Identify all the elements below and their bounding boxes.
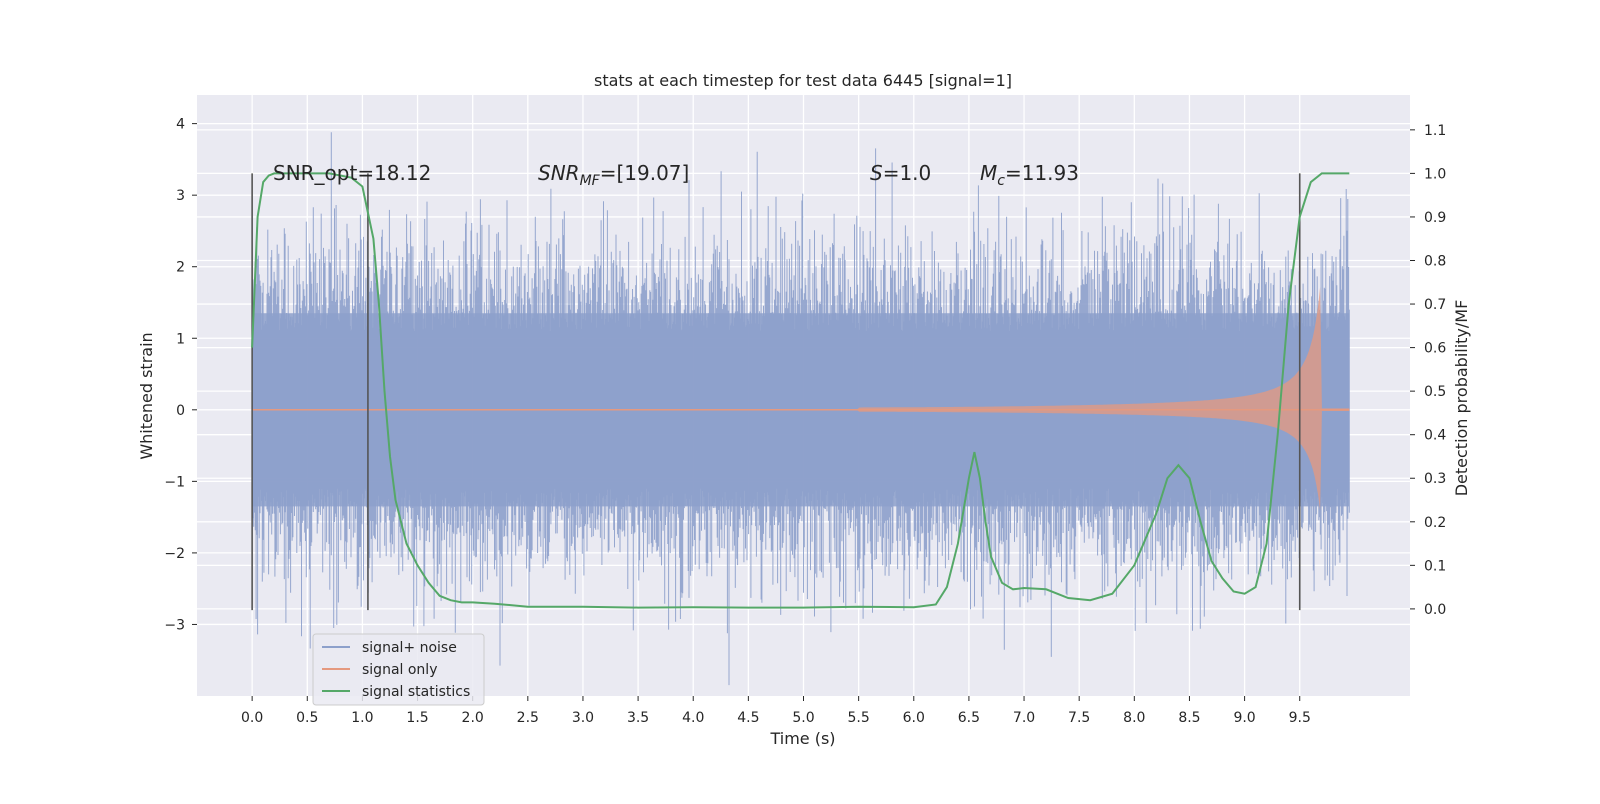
x-tick-label: 9.0 <box>1233 710 1255 726</box>
annotation-snr-mf-rest: =[19.07] <box>600 161 690 185</box>
x-tick-label: 5.5 <box>848 710 870 726</box>
y-left-tick-label: 1 <box>176 331 185 347</box>
x-tick-label: 3.0 <box>572 710 594 726</box>
y-left-axis-ticks: 4 3 2 1 0 −1 −2 −3 <box>164 117 197 633</box>
x-tick-label: 9.5 <box>1289 710 1311 726</box>
annotation-mc: Mc=11.93 <box>980 161 1079 189</box>
vertical-markers <box>251 173 1301 611</box>
annotation-snr-mf: SNRMF=[19.07] <box>538 161 689 189</box>
y-right-tick-label: 0.8 <box>1424 253 1446 269</box>
series-signal-statistics <box>251 172 1350 609</box>
x-tick-label: 3.5 <box>627 710 649 726</box>
y-right-tick-label: 0.6 <box>1424 341 1446 357</box>
x-tick-label: 2.5 <box>517 710 539 726</box>
y-right-tick-label: 0.2 <box>1424 515 1446 531</box>
y-left-tick-label: −2 <box>164 546 185 562</box>
annotation-mc-rest: =11.93 <box>1005 161 1079 185</box>
annotation-s: S=1.0 <box>870 161 931 185</box>
x-tick-label: 7.0 <box>1013 710 1035 726</box>
x-tick-label: 4.5 <box>737 710 759 726</box>
signal-statistics-line <box>251 172 1350 609</box>
x-tick-label: 2.0 <box>462 710 484 726</box>
x-tick-label: 7.5 <box>1068 710 1090 726</box>
x-tick-label: 1.5 <box>406 710 428 726</box>
y-right-axis-ticks: 1.1 1.0 0.9 0.8 0.7 0.6 0.5 0.4 0.3 0.2 0.1 0.0 <box>1410 123 1446 618</box>
y-right-tick-label: 0.4 <box>1424 428 1446 444</box>
y-right-tick-label: 0.9 <box>1424 210 1446 226</box>
x-axis-ticks: 0.0 0.5 1.0 1.5 2.0 2.5 3.0 3.5 4.0 4.5 5.0 5.5 6.0 6… <box>241 696 1311 726</box>
annotation-snr-mf-main: SNR <box>538 161 580 185</box>
chart-title: stats at each timestep for test data 644… <box>594 71 1012 90</box>
legend-box <box>312 633 485 706</box>
legend: signal+ noise signal only signal statist… <box>312 633 485 706</box>
annotation-s-main: S <box>870 161 883 185</box>
y-left-tick-label: −1 <box>164 474 185 490</box>
y-right-axis-label: Detection probability/MF <box>1452 300 1471 497</box>
x-tick-label: 5.0 <box>792 710 814 726</box>
y-right-tick-label: 1.1 <box>1424 123 1446 139</box>
series-signal-only <box>252 287 1350 511</box>
x-axis-label: Time (s) <box>769 729 835 748</box>
legend-label-signal-noise: signal+ noise <box>362 640 457 656</box>
y-left-tick-label: 2 <box>176 260 185 276</box>
x-tick-label: 6.0 <box>903 710 925 726</box>
annotation-mc-sub: c <box>997 173 1005 189</box>
y-left-tick-label: 4 <box>176 117 185 133</box>
y-right-tick-label: 0.7 <box>1424 297 1446 313</box>
legend-label-signal-only: signal only <box>362 662 437 678</box>
x-tick-label: 4.0 <box>682 710 704 726</box>
x-tick-label: 0.5 <box>296 710 318 726</box>
x-tick-label: 1.0 <box>351 710 373 726</box>
x-tick-label: 8.5 <box>1178 710 1200 726</box>
annotation-s-rest: =1.0 <box>883 161 932 185</box>
y-left-tick-label: −3 <box>164 617 185 633</box>
annotation-snr-mf-sub: MF <box>580 173 601 189</box>
y-right-tick-label: 0.5 <box>1424 384 1446 400</box>
y-left-tick-label: 3 <box>176 188 185 204</box>
y-right-tick-label: 0.1 <box>1424 558 1446 574</box>
y-left-axis-label: Whitened strain <box>137 332 156 459</box>
x-tick-label: 6.5 <box>958 710 980 726</box>
y-right-tick-label: 1.0 <box>1424 166 1446 182</box>
y-left-tick-label: 0 <box>176 403 185 419</box>
x-tick-label: 0.0 <box>241 710 263 726</box>
legend-label-signal-statistics: signal statistics <box>362 684 470 700</box>
x-tick-label: 8.0 <box>1123 710 1145 726</box>
y-right-tick-label: 0.3 <box>1424 471 1446 487</box>
annotation-snr-opt: SNR_opt=18.12 <box>273 161 431 185</box>
y-right-tick-label: 0.0 <box>1424 602 1446 618</box>
annotation-mc-main: M <box>980 161 997 185</box>
